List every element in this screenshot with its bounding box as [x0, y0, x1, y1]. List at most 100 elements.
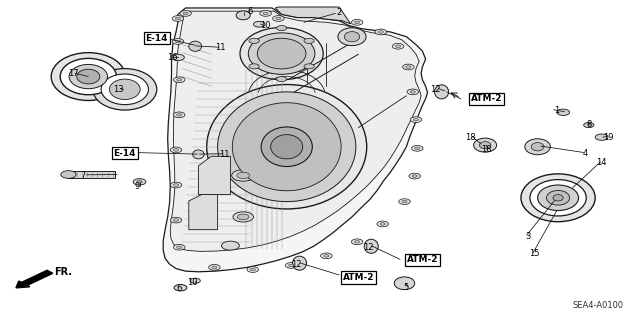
- Circle shape: [170, 147, 182, 153]
- Circle shape: [173, 149, 179, 151]
- Circle shape: [249, 38, 259, 43]
- Circle shape: [170, 182, 182, 188]
- Circle shape: [175, 17, 180, 20]
- Ellipse shape: [60, 58, 116, 95]
- Circle shape: [321, 253, 332, 259]
- Ellipse shape: [344, 32, 360, 42]
- Ellipse shape: [236, 11, 250, 20]
- Circle shape: [212, 266, 217, 269]
- Text: 6: 6: [177, 284, 182, 293]
- Polygon shape: [170, 11, 421, 251]
- Circle shape: [412, 175, 417, 177]
- Text: 18: 18: [481, 145, 492, 154]
- Circle shape: [412, 145, 423, 151]
- Ellipse shape: [479, 142, 491, 149]
- Ellipse shape: [530, 180, 586, 216]
- Circle shape: [174, 285, 187, 291]
- Text: 1: 1: [554, 106, 559, 115]
- Ellipse shape: [257, 38, 306, 69]
- Text: 16: 16: [168, 53, 178, 62]
- Ellipse shape: [77, 69, 100, 84]
- Circle shape: [351, 239, 363, 245]
- Circle shape: [406, 66, 411, 68]
- Ellipse shape: [338, 28, 366, 46]
- Circle shape: [232, 170, 255, 181]
- Text: 12: 12: [363, 243, 373, 252]
- Circle shape: [249, 64, 259, 69]
- Circle shape: [209, 264, 220, 270]
- Circle shape: [276, 77, 287, 82]
- Polygon shape: [198, 156, 230, 195]
- Circle shape: [413, 118, 419, 121]
- Text: SEA4-A0100: SEA4-A0100: [573, 301, 624, 310]
- Circle shape: [410, 91, 415, 93]
- Text: E-14: E-14: [113, 149, 136, 158]
- Circle shape: [355, 21, 360, 24]
- Circle shape: [173, 77, 185, 83]
- Circle shape: [403, 64, 414, 70]
- Circle shape: [324, 255, 329, 257]
- Text: 11: 11: [219, 150, 229, 159]
- Circle shape: [410, 117, 422, 122]
- Circle shape: [177, 78, 182, 81]
- Polygon shape: [189, 195, 218, 230]
- Text: 9: 9: [135, 182, 140, 191]
- Circle shape: [409, 173, 420, 179]
- Circle shape: [260, 11, 271, 16]
- Text: FR.: FR.: [54, 267, 72, 277]
- Ellipse shape: [364, 239, 378, 253]
- Ellipse shape: [271, 135, 303, 159]
- Circle shape: [173, 244, 185, 250]
- Text: 4: 4: [583, 149, 588, 158]
- Circle shape: [233, 212, 253, 222]
- Circle shape: [172, 39, 184, 44]
- Circle shape: [276, 17, 281, 20]
- Circle shape: [396, 45, 401, 48]
- Circle shape: [177, 114, 182, 116]
- Circle shape: [304, 64, 314, 69]
- Circle shape: [355, 241, 360, 243]
- Ellipse shape: [248, 33, 315, 74]
- Text: 15: 15: [529, 249, 540, 258]
- Circle shape: [61, 171, 76, 178]
- Ellipse shape: [232, 103, 341, 191]
- Ellipse shape: [109, 79, 140, 100]
- Text: 2: 2: [337, 8, 342, 17]
- Circle shape: [375, 29, 387, 35]
- Circle shape: [183, 12, 188, 15]
- Circle shape: [377, 221, 388, 227]
- Text: 10: 10: [187, 278, 197, 287]
- Ellipse shape: [261, 127, 312, 167]
- Circle shape: [351, 19, 363, 25]
- Text: ATM-2: ATM-2: [470, 94, 502, 103]
- Text: ATM-2: ATM-2: [406, 256, 438, 264]
- Ellipse shape: [553, 195, 563, 201]
- Circle shape: [392, 43, 404, 49]
- Circle shape: [137, 181, 142, 183]
- Circle shape: [173, 184, 179, 186]
- Text: 12: 12: [430, 85, 440, 94]
- Circle shape: [170, 217, 182, 223]
- Circle shape: [250, 268, 255, 271]
- Circle shape: [285, 263, 297, 268]
- Circle shape: [177, 246, 182, 249]
- Ellipse shape: [292, 256, 307, 270]
- Circle shape: [557, 109, 570, 115]
- Circle shape: [289, 264, 294, 267]
- Circle shape: [221, 241, 239, 250]
- Text: 6: 6: [247, 7, 252, 16]
- Ellipse shape: [51, 53, 125, 100]
- Ellipse shape: [525, 139, 550, 155]
- Text: 10: 10: [260, 21, 271, 30]
- Ellipse shape: [435, 85, 449, 99]
- Ellipse shape: [193, 150, 204, 159]
- Circle shape: [276, 26, 287, 31]
- Text: 17: 17: [68, 69, 79, 78]
- Bar: [67, 171, 115, 178]
- Circle shape: [380, 223, 385, 225]
- Circle shape: [402, 200, 407, 203]
- Circle shape: [172, 16, 184, 21]
- Text: ATM-2: ATM-2: [342, 273, 374, 282]
- Text: 5: 5: [404, 283, 409, 292]
- Circle shape: [253, 21, 265, 27]
